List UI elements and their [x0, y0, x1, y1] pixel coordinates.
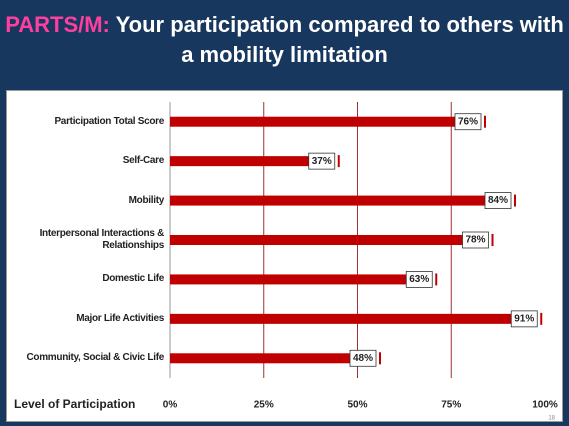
bar [170, 313, 512, 324]
bar [170, 116, 455, 127]
value-label: 91% [514, 313, 534, 324]
x-axis-label: Level of Participation [14, 397, 135, 411]
value-label: 37% [312, 156, 332, 167]
x-tick-label: 75% [441, 400, 461, 411]
x-tick-label: 50% [347, 400, 367, 411]
y-tick-label: Interpersonal Interactions & Relationshi… [39, 228, 165, 251]
x-tick-label: 0% [163, 400, 178, 411]
value-label: 76% [458, 116, 478, 127]
bar [170, 235, 463, 245]
value-label: 48% [353, 353, 373, 364]
chart-frame [6, 90, 563, 422]
bar [170, 195, 485, 206]
value-label-box [484, 192, 512, 209]
value-label-box [405, 271, 433, 288]
bar [170, 274, 407, 285]
bar [170, 353, 350, 364]
value-label: 63% [409, 274, 429, 285]
y-tick-label: Major Life Activities [76, 312, 164, 324]
x-tick-label: 100% [532, 400, 558, 411]
bar [170, 156, 309, 167]
value-label-box [510, 310, 538, 328]
value-label-box [462, 231, 489, 249]
value-label-box [308, 152, 336, 170]
value-label: 84% [488, 195, 508, 206]
chart-title: Your participation compared to others wi… [115, 12, 564, 67]
value-label: 78% [465, 235, 485, 246]
y-tick-label: Self-Care [122, 155, 165, 167]
y-tick-label: Domestic Life [102, 273, 164, 285]
y-tick-label: Participation Total Score [54, 115, 164, 127]
y-tick-label: Mobility [128, 194, 165, 206]
value-label-box [349, 349, 377, 367]
title-prefix: PARTS/M: [5, 12, 110, 37]
page-number: 18 [548, 416, 555, 422]
slide-header: PARTS/M: Your participation compared to … [0, 0, 569, 86]
x-tick-label: 25% [254, 400, 274, 411]
value-label-box [454, 113, 482, 131]
y-tick-label: Community, Social & Civic Life [26, 352, 164, 364]
